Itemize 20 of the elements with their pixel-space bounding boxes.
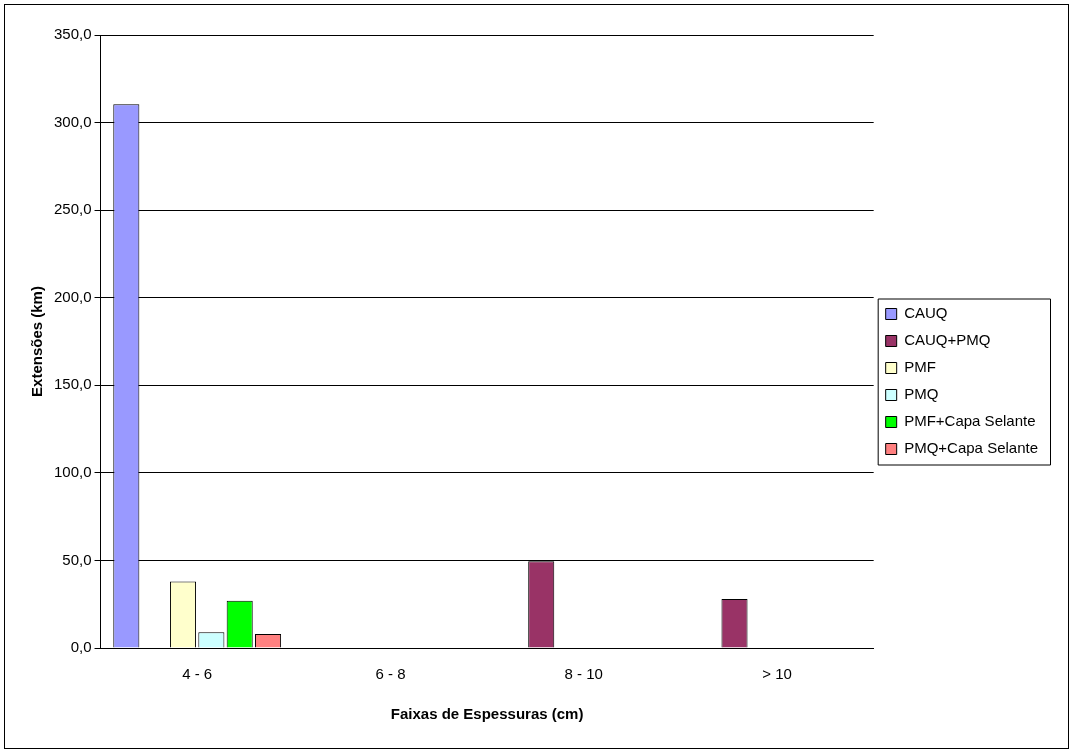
x-tick-label: 6 - 8 (375, 665, 406, 683)
y-tick-label: 350,0 (53, 25, 92, 43)
y-tick-label: 300,0 (53, 112, 92, 130)
x-tick-label: > 10 (762, 665, 792, 683)
y-tick-label: 50,0 (62, 550, 92, 568)
legend-label: PMQ (904, 385, 939, 403)
y-tick-label: 200,0 (53, 287, 92, 305)
y-tick-label: 100,0 (53, 463, 92, 480)
x-axis-title: Faixas de Espessuras (cm) (390, 705, 584, 723)
legend-label: PMF (904, 358, 936, 376)
legend-label: PMQ+Capa Selante (904, 439, 1038, 457)
y-tick-label: 0,0 (70, 638, 92, 656)
legend-label: CAUQ+PMQ (904, 331, 991, 349)
legend-label: PMF+Capa Selante (904, 412, 1036, 430)
y-tick-label: 150,0 (53, 375, 92, 393)
y-axis-title: Extensões (km) (28, 286, 46, 397)
legend-label: CAUQ (904, 304, 948, 322)
y-tick-label: 250,0 (53, 200, 92, 218)
x-tick-label: 8 - 10 (564, 665, 603, 683)
x-tick-label: 4 - 6 (182, 665, 213, 683)
